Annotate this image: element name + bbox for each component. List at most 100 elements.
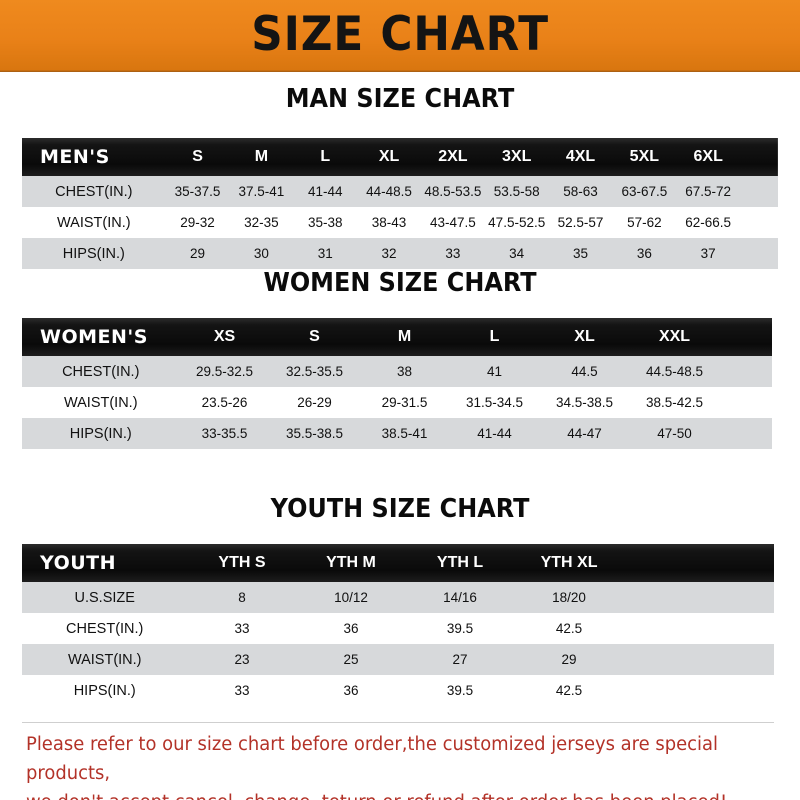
man-measurement-cell: 47.5-52.5 <box>488 215 546 230</box>
man-table-header-row: MEN'S S M L XL 2XL 3XL 4XL 5XL 6XL <box>22 138 778 176</box>
youth-measurement-cell: 14/16 <box>443 590 477 605</box>
youth-measurement-cell: 23 <box>234 652 250 667</box>
women-size-column-header: S <box>309 328 320 345</box>
man-size-column-header: 5XL <box>629 148 660 165</box>
men-table-body: MEN'S S M L XL 2XL 3XL 4XL 5XL 6XL CHEST(IN.) 35-37… <box>22 138 778 269</box>
youth-measurement-cell: 10/12 <box>334 590 368 605</box>
women-size-column-header: XXL <box>658 328 691 345</box>
man-measurement-cell: 41-44 <box>307 184 343 199</box>
man-row-spacer <box>740 176 778 207</box>
man-measurement-cell: 58-63 <box>563 184 598 199</box>
women-size-column-header: XL <box>574 328 595 345</box>
man-size-column-header: 4XL <box>565 148 596 165</box>
youth-table-header-row: YOUTH YTH S YTH M YTH L YTH XL <box>22 544 774 582</box>
man-measurement-cell: 29-32 <box>180 215 215 230</box>
youth-row-spacer <box>624 582 774 613</box>
women-measurement-cell: 33-35.5 <box>201 426 248 441</box>
youth-header-spacer <box>624 544 774 582</box>
youth-row-label: U.S.SIZE <box>74 589 135 606</box>
man-table-row: WAIST(IN.) 29-32 32-35 35-38 38-43 43-47.5 47.… <box>22 207 778 238</box>
footer-note-line-2: we don't accept cancel, change, teturn o… <box>26 788 755 800</box>
women-row-label: WAIST(IN.) <box>63 394 138 411</box>
youth-row-spacer <box>624 675 774 706</box>
man-measurement-cell: 38-43 <box>371 215 407 230</box>
man-measurement-cell: 35-38 <box>307 215 343 230</box>
women-size-column-header: L <box>489 328 500 345</box>
youth-measurement-cell: 42.5 <box>555 621 583 636</box>
youth-size-column-header: YTH XL <box>540 554 598 571</box>
youth-measurement-cell: 33 <box>234 621 250 636</box>
women-measurement-cell: 44.5-48.5 <box>645 364 704 379</box>
women-header-spacer <box>720 318 773 356</box>
women-measurement-cell: 44.5 <box>571 364 598 379</box>
footer-divider <box>22 722 774 723</box>
man-header-label: MEN'S <box>40 146 110 168</box>
youth-measurement-cell: 33 <box>234 683 250 698</box>
women-measurement-cell: 41-44 <box>477 426 512 441</box>
youth-measurement-cell: 36 <box>343 621 359 636</box>
man-table-row: HIPS(IN.) 29 30 31 32 33 34 35 36 37 <box>22 238 778 269</box>
man-header-spacer <box>740 138 778 176</box>
youth-row-label: HIPS(IN.) <box>73 682 136 699</box>
man-measurement-cell: 62-66.5 <box>685 215 732 230</box>
youth-table-row: HIPS(IN.) 33 36 39.5 42.5 <box>22 675 774 706</box>
women-measurement-cell: 35.5-38.5 <box>285 426 344 441</box>
youth-row-label: WAIST(IN.) <box>67 651 142 668</box>
women-measurement-cell: 41 <box>486 364 503 379</box>
youth-row-spacer <box>624 613 774 644</box>
man-measurement-cell: 36 <box>636 246 652 261</box>
man-measurement-cell: 48.5-53.5 <box>424 184 482 199</box>
man-size-column-header: 3XL <box>502 148 532 165</box>
man-measurement-cell: 32 <box>381 246 397 261</box>
man-measurement-cell: 32-35 <box>244 215 279 230</box>
man-measurement-cell: 34 <box>509 246 525 261</box>
man-measurement-cell: 29 <box>190 246 206 261</box>
man-measurement-cell: 37 <box>700 246 716 261</box>
man-table-row: CHEST(IN.) 35-37.5 37.5-41 41-44 44-48.5 48.5… <box>22 176 778 207</box>
women-row-label: CHEST(IN.) <box>62 363 140 380</box>
youth-row-spacer <box>624 644 774 675</box>
women-measurement-cell: 34.5-38.5 <box>555 395 614 410</box>
women-measurement-cell: 23.5-26 <box>201 395 248 410</box>
footer-note-line-1: Please refer to our size chart before or… <box>26 734 719 784</box>
youth-measurement-cell: 18/20 <box>552 590 586 605</box>
youth-measurement-cell: 29 <box>561 652 577 667</box>
youth-measurement-cell: 27 <box>452 652 468 667</box>
man-measurement-cell: 63-67.5 <box>621 184 668 199</box>
women-size-column-header: M <box>397 328 412 345</box>
man-measurement-cell: 57-62 <box>627 215 662 230</box>
women-measurement-cell: 32.5-35.5 <box>285 364 344 379</box>
youth-measurement-cell: 8 <box>238 590 246 605</box>
man-measurement-cell: 35-37.5 <box>174 184 221 199</box>
man-measurement-cell: 44-48.5 <box>366 184 412 199</box>
women-table-row: HIPS(IN.) 33-35.5 35.5-38.5 38.5-41 41-44 44-… <box>22 418 772 449</box>
page-banner: SIZE CHART <box>0 0 800 72</box>
man-size-column-header: M <box>254 148 269 165</box>
men-size-table: MEN'S S M L XL 2XL 3XL 4XL 5XL 6XL CHEST(IN.) 35-37… <box>22 138 778 269</box>
youth-table-body: YOUTH YTH S YTH M YTH L YTH XL U.S.SIZE 8 10/12… <box>22 544 774 706</box>
women-table-header-row: WOMEN'S XS S M L XL XXL <box>22 318 772 356</box>
women-row-spacer <box>720 356 773 387</box>
women-measurement-cell: 31.5-34.5 <box>465 395 524 410</box>
man-row-label: WAIST(IN.) <box>57 214 131 231</box>
man-size-column-header: S <box>192 148 203 165</box>
women-measurement-cell: 29-31.5 <box>381 395 428 410</box>
women-table-row: WAIST(IN.) 23.5-26 26-29 29-31.5 31.5-34.5 34… <box>22 387 772 418</box>
youth-row-label: CHEST(IN.) <box>66 620 144 637</box>
man-size-column-header: 6XL <box>693 148 723 165</box>
man-size-column-header: L <box>320 148 331 165</box>
youth-measurement-cell: 39.5 <box>446 621 474 636</box>
women-size-table: WOMEN'S XS S M L XL XXL CHEST(IN.) 29.5-32.5 32.5… <box>22 318 772 449</box>
youth-size-table: YOUTH YTH S YTH M YTH L YTH XL U.S.SIZE 8 10/12… <box>22 544 774 706</box>
youth-header-label: YOUTH <box>40 552 117 574</box>
man-measurement-cell: 35 <box>573 246 589 261</box>
women-section-title: WOMEN SIZE CHART <box>263 268 537 298</box>
man-measurement-cell: 30 <box>253 246 269 261</box>
man-section-title: MAN SIZE CHART <box>285 84 515 114</box>
women-measurement-cell: 26-29 <box>297 395 332 410</box>
footer-note: Please refer to our size chart before or… <box>26 730 755 800</box>
man-measurement-cell: 33 <box>445 246 461 261</box>
youth-measurement-cell: 42.5 <box>555 683 583 698</box>
youth-measurement-cell: 25 <box>343 652 359 667</box>
